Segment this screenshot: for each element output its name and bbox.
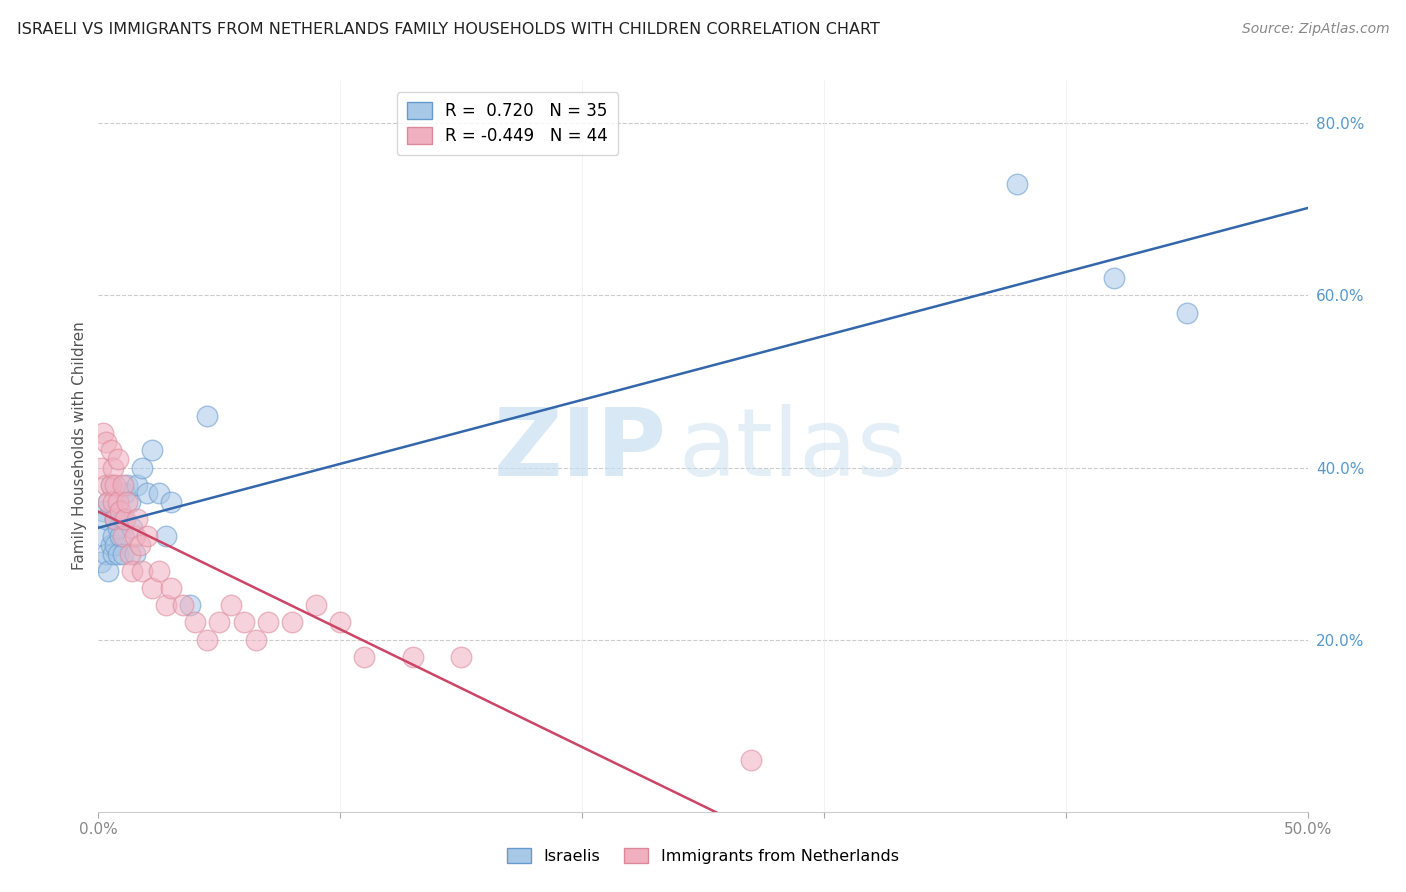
Point <box>450 649 472 664</box>
Point <box>160 495 183 509</box>
Legend: Israelis, Immigrants from Netherlands: Israelis, Immigrants from Netherlands <box>501 842 905 871</box>
Point <box>101 495 124 509</box>
Point <box>281 615 304 630</box>
Point <box>128 538 150 552</box>
Point <box>117 477 139 491</box>
Point <box>94 477 117 491</box>
Point <box>100 477 122 491</box>
Point <box>121 564 143 578</box>
Point <box>107 495 129 509</box>
Y-axis label: Family Households with Children: Family Households with Children <box>72 322 87 570</box>
Point <box>100 477 122 491</box>
Point <box>94 434 117 449</box>
Point <box>184 615 207 630</box>
Point <box>155 598 177 612</box>
Point <box>111 512 134 526</box>
Point <box>97 564 120 578</box>
Legend: R =  0.720   N = 35, R = -0.449   N = 44: R = 0.720 N = 35, R = -0.449 N = 44 <box>396 92 619 155</box>
Point <box>256 615 278 630</box>
Point <box>104 538 127 552</box>
Text: atlas: atlas <box>679 404 907 496</box>
Point <box>107 521 129 535</box>
Point <box>172 598 194 612</box>
Point <box>111 547 134 561</box>
Point <box>179 598 201 612</box>
Point <box>94 547 117 561</box>
Point <box>104 477 127 491</box>
Point <box>108 529 131 543</box>
Text: ISRAELI VS IMMIGRANTS FROM NETHERLANDS FAMILY HOUSEHOLDS WITH CHILDREN CORRELATI: ISRAELI VS IMMIGRANTS FROM NETHERLANDS F… <box>17 22 880 37</box>
Point <box>141 581 163 595</box>
Point <box>305 598 328 612</box>
Point <box>131 460 153 475</box>
Point <box>124 547 146 561</box>
Point <box>221 598 243 612</box>
Point <box>148 486 170 500</box>
Point <box>91 503 114 517</box>
Point <box>101 460 124 475</box>
Point <box>107 547 129 561</box>
Point <box>155 529 177 543</box>
Point <box>135 529 157 543</box>
Point <box>329 615 352 630</box>
Point <box>104 512 127 526</box>
Point <box>127 512 149 526</box>
Point <box>101 547 124 561</box>
Point <box>104 512 127 526</box>
Point <box>118 547 141 561</box>
Point <box>141 443 163 458</box>
Point <box>97 495 120 509</box>
Text: ZIP: ZIP <box>494 404 666 496</box>
Point <box>232 615 254 630</box>
Point <box>107 451 129 466</box>
Point <box>111 529 134 543</box>
Point <box>353 649 375 664</box>
Point <box>90 555 112 569</box>
Point <box>208 615 231 630</box>
Point <box>131 564 153 578</box>
Point <box>402 649 425 664</box>
Point <box>195 632 218 647</box>
Point <box>111 477 134 491</box>
Point <box>100 443 122 458</box>
Point <box>127 477 149 491</box>
Point <box>195 409 218 423</box>
Point <box>94 512 117 526</box>
Point <box>117 495 139 509</box>
Point <box>160 581 183 595</box>
Point <box>245 632 267 647</box>
Point <box>101 529 124 543</box>
Point <box>124 529 146 543</box>
Text: Source: ZipAtlas.com: Source: ZipAtlas.com <box>1241 22 1389 37</box>
Point <box>1007 177 1029 191</box>
Point <box>100 538 122 552</box>
Point <box>114 486 136 500</box>
Point <box>121 521 143 535</box>
Point <box>108 503 131 517</box>
Point <box>118 495 141 509</box>
Point <box>740 753 762 767</box>
Point <box>1102 271 1125 285</box>
Point <box>91 529 114 543</box>
Point <box>148 564 170 578</box>
Point <box>114 512 136 526</box>
Point <box>1175 305 1198 319</box>
Point <box>135 486 157 500</box>
Point <box>97 495 120 509</box>
Point <box>90 460 112 475</box>
Point <box>91 426 114 441</box>
